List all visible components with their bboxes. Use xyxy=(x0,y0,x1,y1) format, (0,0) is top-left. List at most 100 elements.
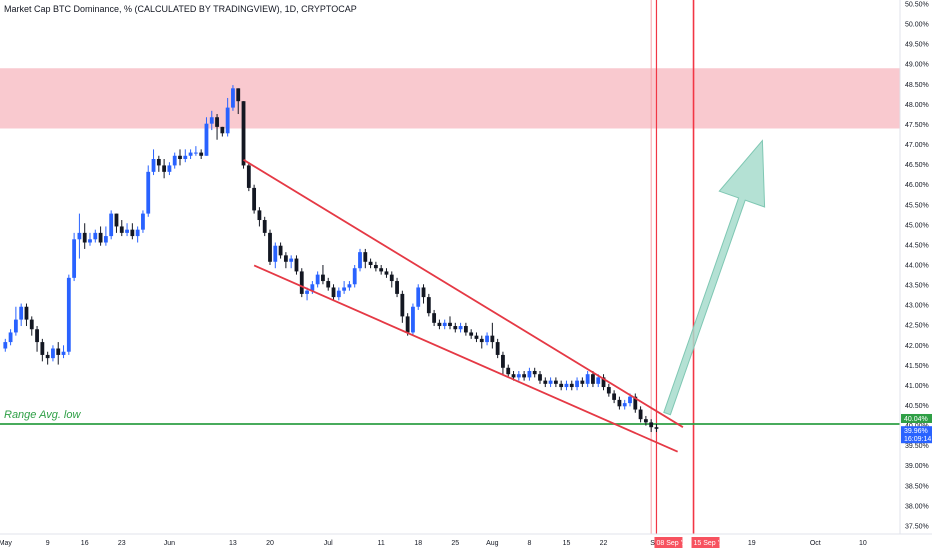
date-badge xyxy=(691,537,720,548)
candle xyxy=(405,313,410,336)
candle-body xyxy=(532,370,537,375)
arrow-layer xyxy=(663,139,766,416)
candle xyxy=(501,351,505,375)
candle-body xyxy=(19,306,24,320)
candle xyxy=(453,322,458,333)
candle-body xyxy=(93,232,98,240)
candle-body xyxy=(559,383,564,388)
candle-body xyxy=(278,245,283,256)
price-tick-label: 47.50% xyxy=(905,122,929,129)
candle-body xyxy=(485,335,489,343)
candle-body xyxy=(40,342,45,355)
candle-body xyxy=(215,117,219,127)
candle-body xyxy=(553,380,558,384)
candle-body xyxy=(442,322,447,327)
candle-body xyxy=(336,290,341,298)
candle xyxy=(559,380,564,391)
candle xyxy=(172,152,177,169)
candle-body xyxy=(400,293,405,317)
candle-body xyxy=(162,165,167,172)
candle-body xyxy=(569,383,574,388)
candle xyxy=(283,252,288,269)
candle xyxy=(66,274,71,355)
price-tick-label: 40.50% xyxy=(905,403,929,410)
price-tick-label: 41.00% xyxy=(905,383,929,390)
candle-body xyxy=(225,107,230,134)
candle-body xyxy=(114,213,119,227)
last-price-badge xyxy=(901,426,932,444)
candle-body xyxy=(262,220,267,233)
price-tick-label: 39.50% xyxy=(905,443,929,450)
time-tick-label: 23 xyxy=(118,540,126,547)
time-tick-label: 25 xyxy=(451,540,459,547)
candle-body xyxy=(51,348,55,359)
candle xyxy=(336,287,341,301)
candle-body xyxy=(448,322,452,327)
candle-body xyxy=(72,239,77,278)
candle-body xyxy=(389,274,394,282)
candle xyxy=(352,264,357,288)
candle xyxy=(130,223,135,240)
candle-body xyxy=(379,268,384,272)
candle-body xyxy=(178,155,182,159)
candle-body xyxy=(368,261,373,265)
candle-body xyxy=(395,281,399,294)
candle-body xyxy=(575,380,579,388)
candle xyxy=(543,377,548,388)
candle xyxy=(19,303,24,327)
candle xyxy=(204,117,209,156)
candle-body xyxy=(13,319,18,333)
price-axis: 37.50%38.00%38.50%39.00%39.50%40.00%40.5… xyxy=(899,0,932,550)
candle-body xyxy=(204,123,209,156)
candle-body xyxy=(384,271,389,275)
supply-zone xyxy=(0,68,900,129)
candle-body xyxy=(633,396,638,410)
candle-body xyxy=(29,319,34,330)
candle-body xyxy=(601,377,606,388)
candle xyxy=(8,329,13,346)
candle-body xyxy=(458,326,463,330)
candle-body xyxy=(8,332,13,343)
candle-body xyxy=(421,287,426,298)
candle xyxy=(135,226,140,243)
date-badge xyxy=(654,537,683,548)
candle-body xyxy=(490,335,495,343)
candle xyxy=(564,380,569,391)
candle-body xyxy=(437,322,442,327)
candle-body xyxy=(236,88,241,102)
candle xyxy=(633,393,638,413)
supply-zone-layer xyxy=(0,68,900,129)
candle xyxy=(61,345,66,359)
time-tick-label: 18 xyxy=(414,540,422,547)
candle xyxy=(268,229,272,265)
candle xyxy=(321,264,325,285)
candle xyxy=(363,248,368,269)
candle-body xyxy=(283,255,288,262)
candle-body xyxy=(252,187,257,211)
candle-body xyxy=(167,165,172,172)
candle xyxy=(51,345,55,362)
candle xyxy=(421,284,426,304)
candle xyxy=(495,338,500,359)
candle xyxy=(93,229,98,243)
time-tick-label: Jul xyxy=(324,540,333,547)
last-price-badge-text: 39.96% xyxy=(904,428,928,435)
candle xyxy=(45,351,50,365)
candle xyxy=(553,377,558,388)
candle xyxy=(278,242,283,259)
candle xyxy=(220,126,225,137)
candle-body xyxy=(135,229,140,237)
candle-body xyxy=(220,126,225,134)
candle-body xyxy=(612,393,617,400)
candle xyxy=(215,114,219,140)
candle-body xyxy=(538,374,542,381)
candle xyxy=(56,342,61,365)
candle xyxy=(538,370,542,384)
candle xyxy=(125,223,129,237)
time-axis: May91623Jun1320Jul111825Aug81522Sep19Oct… xyxy=(0,533,932,550)
candle xyxy=(638,406,643,423)
candle-body xyxy=(543,380,548,384)
candle xyxy=(257,207,262,227)
candle-body xyxy=(606,387,611,394)
